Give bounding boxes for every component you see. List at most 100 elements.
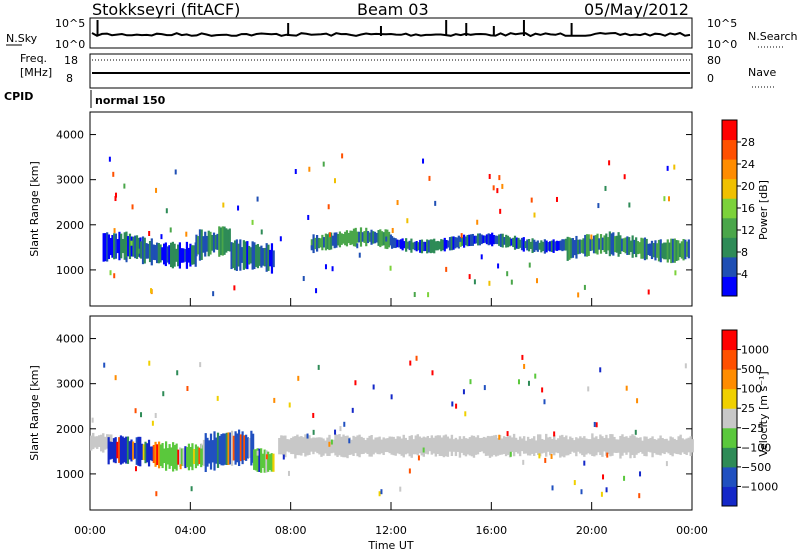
- scatter-cell: [473, 279, 476, 285]
- echo-cell: [246, 437, 249, 459]
- ground-scatter-cell: [553, 434, 556, 456]
- echo-cell: [189, 243, 192, 267]
- echo-cell: [379, 229, 382, 248]
- ground-scatter-cell: [649, 437, 652, 453]
- y-tick-label: 4000: [56, 333, 84, 346]
- scatter-cell: [462, 389, 465, 395]
- echo-cell: [144, 441, 147, 464]
- velocity-colorbar: 1000 500 100 25 −25 −100 −500 −1000: [721, 329, 778, 507]
- scatter-cell: [666, 165, 669, 171]
- echo-cell: [255, 244, 258, 267]
- ground-scatter-cell: [348, 437, 351, 455]
- ground-scatter-cell: [518, 436, 522, 457]
- echo-cell: [628, 237, 631, 255]
- scatter-cell: [130, 240, 133, 246]
- ground-scatter-cell: [681, 438, 684, 453]
- echo-cell: [506, 235, 510, 248]
- echo-cell: [489, 234, 492, 245]
- ground-scatter-cell: [418, 436, 421, 454]
- echo-cell: [216, 432, 220, 468]
- scatter-cell: [534, 373, 537, 379]
- echo-cell: [184, 249, 187, 262]
- colorbar-tick-label: 100: [741, 383, 762, 396]
- echo-cell: [146, 443, 149, 463]
- echo-cell: [405, 238, 408, 252]
- ground-scatter-cell: [647, 438, 650, 452]
- echo-cell: [485, 234, 489, 245]
- echo-cell: [503, 237, 506, 245]
- nsky-spikes: [96, 20, 573, 36]
- ground-scatter-cell: [288, 439, 291, 453]
- echo-cell: [132, 441, 135, 460]
- echo-cell: [214, 234, 217, 250]
- echo-cell: [589, 238, 592, 252]
- echo-cell: [267, 451, 270, 472]
- scatter-cell: [413, 292, 416, 298]
- ground-scatter-cell: [653, 439, 656, 454]
- scatter-cell: [114, 375, 117, 381]
- scatter-cell: [108, 156, 111, 162]
- velocity-frame: [89, 315, 693, 511]
- echo-cell: [498, 234, 501, 246]
- nave-tick-low: 0: [707, 72, 714, 85]
- ground-scatter-cell: [591, 433, 594, 456]
- scatter-cell: [385, 236, 388, 242]
- echo-cell: [636, 241, 640, 255]
- ground-scatter-cell: [623, 436, 626, 453]
- echo-cell: [159, 444, 162, 467]
- nave-tick-high: 80: [707, 54, 721, 67]
- ground-scatter-cell: [98, 435, 101, 447]
- scatter-cell: [606, 452, 609, 458]
- ground-scatter-cell: [635, 437, 638, 455]
- echo-cell: [368, 232, 371, 242]
- scatter-cell: [330, 439, 333, 445]
- y-tick-label: 4000: [56, 129, 84, 142]
- ground-scatter-cell: [617, 439, 620, 453]
- ground-scatter-cell: [474, 437, 478, 455]
- echo-cell: [526, 239, 529, 251]
- ground-scatter-cell: [605, 434, 608, 456]
- echo-cell: [515, 237, 518, 249]
- scatter-cell: [623, 174, 626, 180]
- echo-cell: [654, 240, 657, 261]
- x-tick-label: 00:00: [676, 524, 708, 537]
- echo-cell: [484, 235, 487, 243]
- echo-cell: [173, 243, 176, 267]
- echo-cell: [652, 243, 655, 258]
- scatter-cell: [109, 270, 112, 276]
- scatter-cell: [415, 355, 418, 361]
- ground-scatter-cell: [378, 436, 381, 455]
- echo-cell: [670, 238, 673, 264]
- scatter-cell: [428, 175, 431, 181]
- scatter-cell: [307, 214, 310, 220]
- ground-scatter-cell: [364, 440, 367, 453]
- echo-cell: [656, 243, 659, 258]
- scatter-cell: [324, 264, 327, 270]
- echo-cell: [263, 449, 266, 473]
- colorbar-tick-label: −1000: [741, 480, 778, 493]
- echo-cell: [314, 237, 317, 250]
- echo-cell: [147, 243, 150, 259]
- echo-cell: [163, 448, 166, 464]
- ground-scatter-cell: [492, 435, 496, 455]
- echo-cell: [202, 236, 205, 253]
- ground-scatter-cell: [651, 436, 654, 458]
- echo-cell: [468, 234, 471, 247]
- colorbar-tick-label: 20: [741, 180, 755, 193]
- colorbar-tick-label: 28: [741, 136, 755, 149]
- echo-cell: [168, 444, 171, 469]
- ground-scatter-cell: [314, 437, 317, 452]
- scatter-cell: [334, 429, 337, 435]
- scatter-cell: [506, 431, 509, 437]
- echo-cell: [168, 245, 171, 265]
- echo-cell: [194, 444, 198, 469]
- ground-scatter-cell: [611, 434, 614, 456]
- echo-cell: [568, 237, 571, 260]
- echo-cell: [613, 236, 617, 253]
- scatter-cell: [427, 292, 430, 298]
- echo-cell: [687, 239, 690, 259]
- echo-cell: [413, 241, 417, 251]
- echo-cell: [193, 449, 196, 465]
- ground-scatter-cell: [603, 437, 606, 452]
- echo-cell: [132, 236, 135, 257]
